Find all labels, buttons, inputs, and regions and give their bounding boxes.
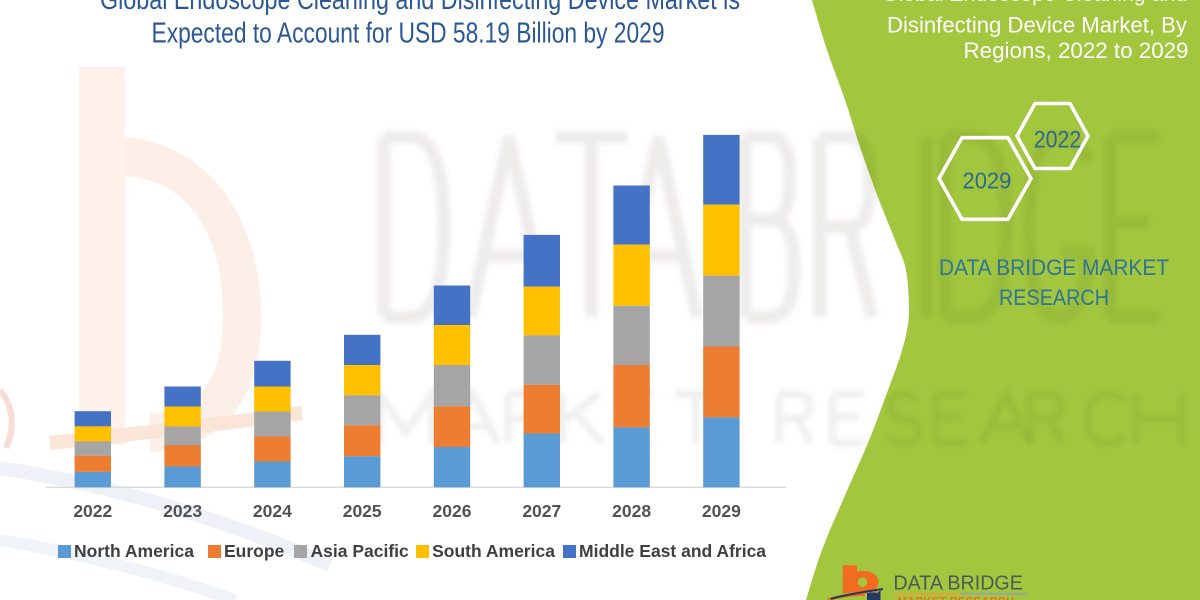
- svg-text:Disinfecting Device Market, By: Disinfecting Device Market, By: [887, 13, 1188, 38]
- svg-text:DATA BRIDGE: DATA BRIDGE: [893, 573, 1023, 595]
- svg-text:Expected to Account for USD 58: Expected to Account for USD 58.19 Billio…: [152, 17, 665, 49]
- svg-text:Global Endoscope Cleaning and: Global Endoscope Cleaning and: [882, 0, 1187, 6]
- svg-text:Regions, 2022 to 2029: Regions, 2022 to 2029: [964, 38, 1189, 63]
- svg-text:RESEARCH: RESEARCH: [999, 285, 1109, 310]
- svg-text:2022: 2022: [1034, 127, 1082, 154]
- svg-text:DATA BRIDGE MARKET: DATA BRIDGE MARKET: [939, 255, 1169, 280]
- svg-text:2029: 2029: [963, 168, 1012, 194]
- svg-text:Global Endoscope Cleaning and: Global Endoscope Cleaning and Disinfecti…: [100, 0, 740, 16]
- svg-text:MARKET RESEARCH: MARKET RESEARCH: [897, 595, 1014, 600]
